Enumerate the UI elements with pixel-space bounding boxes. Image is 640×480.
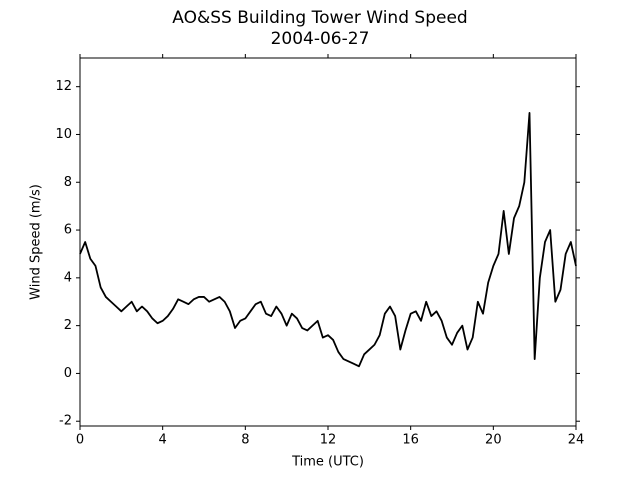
x-tick-label: 0: [76, 433, 84, 448]
x-tick-label: 8: [241, 433, 249, 448]
y-tick-label: 2: [64, 318, 72, 333]
y-tick-label: 0: [64, 366, 72, 381]
y-axis-label: Wind Speed (m/s): [29, 184, 44, 300]
wind-speed-line: [79, 112, 577, 368]
y-tick-label: -2: [59, 414, 72, 429]
x-tick-label: 20: [485, 433, 502, 448]
x-tick-label: 24: [568, 433, 585, 448]
x-tick-label: 4: [159, 433, 167, 448]
x-tick-label: 12: [320, 433, 337, 448]
x-tick-label: 16: [402, 433, 419, 448]
y-tick-label: 6: [64, 223, 72, 238]
y-tick-label: 8: [64, 175, 72, 190]
x-axis-label: Time (UTC): [291, 455, 364, 470]
y-tick-label: 10: [55, 127, 72, 142]
y-tick-label: 12: [55, 79, 72, 94]
chart-subtitle: 2004-06-27: [271, 29, 370, 49]
plot-frame: [79, 57, 577, 427]
chart-title: AO&SS Building Tower Wind Speed: [172, 8, 467, 28]
y-tick-label: 4: [64, 270, 72, 285]
